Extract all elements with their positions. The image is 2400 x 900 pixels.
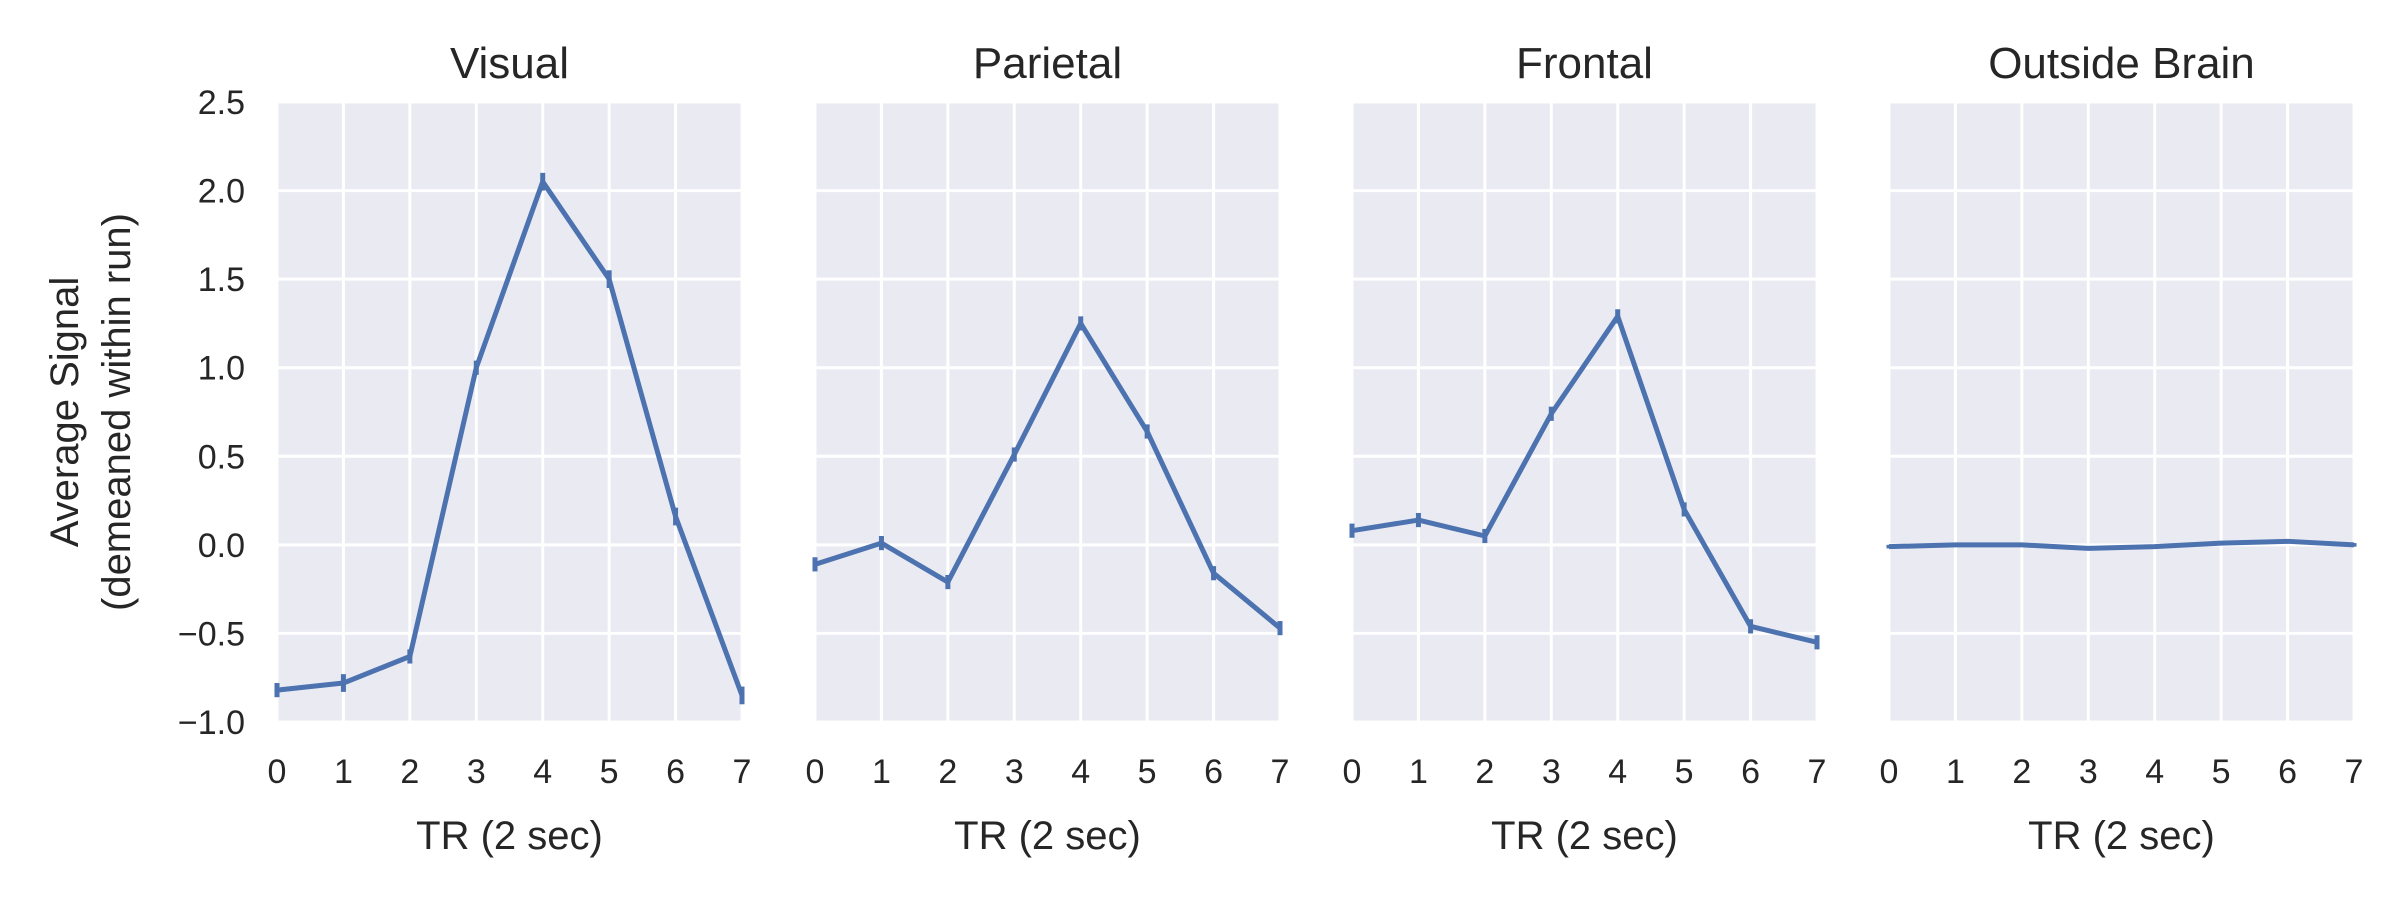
plot-background xyxy=(815,102,1280,722)
panels: 0 1 2 3 4 5 6 7 Visual TR (2 sec) 0 1 2 3 4 5 6 7 Parietal… xyxy=(268,39,2364,858)
x-tick-label: 1 xyxy=(1409,753,1428,791)
x-tick-label: 6 xyxy=(2278,753,2297,791)
x-axis-label: TR (2 sec) xyxy=(954,814,1141,858)
series-line xyxy=(276,179,745,697)
x-tick-label: 0 xyxy=(1880,753,1899,791)
y-tick-label: −0.5 xyxy=(178,615,245,653)
plot-background xyxy=(1889,102,2354,722)
x-tick-label: 5 xyxy=(1675,753,1694,791)
panel-parietal: 0 1 2 3 4 5 6 7 Parietal TR (2 sec) xyxy=(806,39,1290,858)
y-tick-label: 0.5 xyxy=(198,438,245,476)
series-line xyxy=(814,320,1282,631)
y-tick-label: 0.0 xyxy=(198,527,245,565)
x-tick-label: 1 xyxy=(872,753,891,791)
y-axis-label: Average Signal (demeaned within run) −1.0 −… xyxy=(43,84,245,742)
x-axis-label: TR (2 sec) xyxy=(1491,814,1678,858)
y-tick-label: 2.5 xyxy=(198,84,245,122)
plot-background xyxy=(277,102,742,722)
x-tick-label: 0 xyxy=(806,753,825,791)
x-tick-label: 3 xyxy=(467,753,486,791)
y-tick-label: −1.0 xyxy=(178,704,245,742)
x-tick-label: 7 xyxy=(2345,753,2364,791)
x-tick-label: 4 xyxy=(2145,753,2164,791)
panel-title: Frontal xyxy=(1516,39,1653,88)
x-tick-label: 6 xyxy=(666,753,685,791)
x-tick-label: 5 xyxy=(1138,753,1157,791)
y-tick-label: 1.0 xyxy=(198,350,245,388)
x-tick-label: 6 xyxy=(1204,753,1223,791)
x-tick-label: 2 xyxy=(400,753,419,791)
x-axis-label: TR (2 sec) xyxy=(416,814,603,858)
x-tick-label: 5 xyxy=(2212,753,2231,791)
x-tick-label: 1 xyxy=(334,753,353,791)
x-tick-label: 6 xyxy=(1741,753,1760,791)
plot-background xyxy=(1352,102,1817,722)
panel-outside-brain: 0 1 2 3 4 5 6 7 Outside Brain TR (2 sec) xyxy=(1880,39,2364,858)
x-tick-label: 0 xyxy=(1343,753,1362,791)
y-tick-label: 2.0 xyxy=(198,173,245,211)
x-tick-label: 7 xyxy=(1808,753,1827,791)
x-tick-label: 7 xyxy=(733,753,752,791)
x-tick-label: 2 xyxy=(2012,753,2031,791)
panel-frontal: 0 1 2 3 4 5 6 7 Frontal TR (2 sec) xyxy=(1343,39,1827,858)
x-tick-label: 7 xyxy=(1271,753,1290,791)
x-tick-label: 2 xyxy=(938,753,957,791)
x-tick-label: 4 xyxy=(1071,753,1090,791)
y-axis-label-line: (demeaned within run) xyxy=(95,213,139,611)
x-tick-label: 3 xyxy=(1005,753,1024,791)
panel-title: Outside Brain xyxy=(1988,39,2255,88)
panel-visual: 0 1 2 3 4 5 6 7 Visual TR (2 sec) xyxy=(268,39,752,858)
y-axis-label-line: Average Signal xyxy=(43,277,87,548)
x-tick-label: 2 xyxy=(1475,753,1494,791)
x-tick-label: 0 xyxy=(268,753,287,791)
x-tick-label: 1 xyxy=(1946,753,1965,791)
x-tick-label: 4 xyxy=(1608,753,1627,791)
panel-title: Parietal xyxy=(973,39,1122,88)
x-tick-label: 4 xyxy=(533,753,552,791)
y-tick-label: 1.5 xyxy=(198,261,245,299)
x-tick-label: 3 xyxy=(2079,753,2098,791)
series-line xyxy=(1351,313,1818,645)
series-line xyxy=(1888,538,2355,551)
x-tick-label: 3 xyxy=(1542,753,1561,791)
x-tick-label: 5 xyxy=(600,753,619,791)
x-axis-label: TR (2 sec) xyxy=(2028,814,2215,858)
panel-title: Visual xyxy=(450,39,569,88)
